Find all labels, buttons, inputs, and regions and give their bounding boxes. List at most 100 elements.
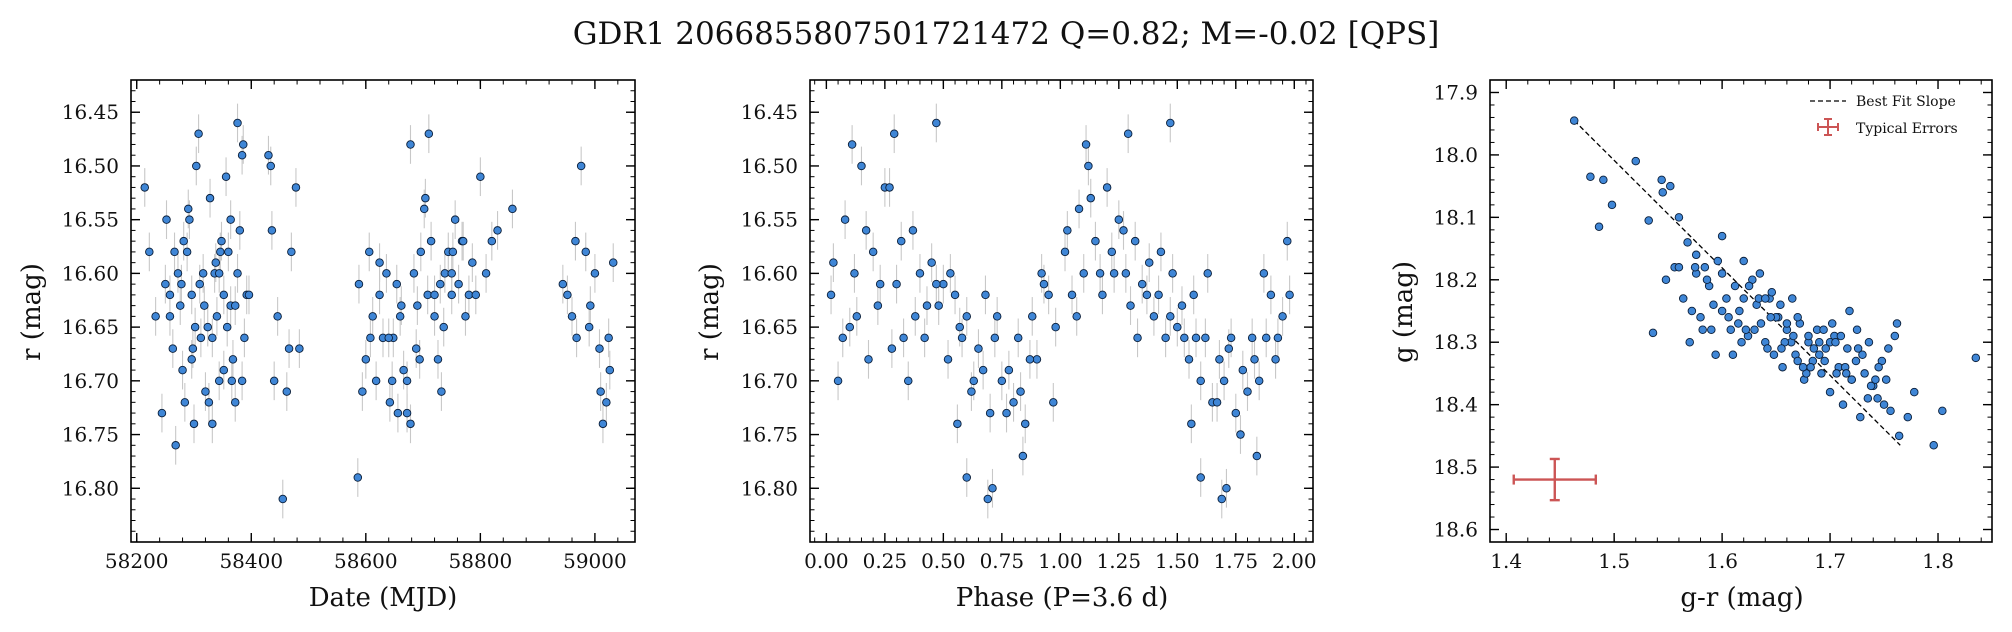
data-point [269,376,279,386]
data-point [1196,376,1205,386]
data-point [967,387,976,396]
y-tick-label: 18.3 [1433,330,1478,354]
data-point [1674,263,1684,272]
data-point [1226,333,1236,343]
x-tick-label: 1.75 [1214,549,1259,573]
data-point [361,355,371,364]
data-point [397,301,406,310]
data-point [950,290,960,300]
data-point [943,355,953,364]
data-point [421,193,430,203]
data-point [1874,362,1883,372]
data-point [430,312,439,321]
data-point [1798,362,1808,372]
data-point [1863,394,1873,403]
x-tick-label: 58800 [449,549,513,573]
data-point [1815,337,1824,347]
data-point [358,387,367,396]
data-point [829,258,838,267]
data-point [1018,451,1028,461]
data-point [387,376,397,386]
data-point [168,344,178,353]
data-point [385,398,395,407]
data-point [1755,269,1765,278]
data-point [1763,344,1772,353]
data-point [244,290,254,300]
data-point [1004,365,1014,375]
ticks: 58200 58400 58600 58800 59000 16.45 16.50 16.55… [62,80,635,573]
data-point [1271,355,1280,364]
data-point [1929,440,1938,450]
data-point [406,419,415,429]
data-point [1283,236,1292,246]
y-tick-label: 16.45 [741,100,798,124]
data-point [1847,375,1856,384]
data-point [219,365,229,375]
data-point [161,279,170,289]
y-tick-label: 16.75 [741,423,798,447]
data-point [1142,290,1152,300]
data-point [826,290,836,300]
data-point [1685,337,1694,347]
data-point [1074,204,1084,214]
data-point [1789,331,1798,341]
data-point [1051,322,1060,332]
data-point [932,279,941,289]
data-point [468,258,477,267]
data-point [1119,226,1128,235]
data-point [1698,325,1707,334]
data-point [424,129,434,138]
data-point [140,183,149,192]
data-point [1084,161,1093,171]
data-point [291,183,301,192]
data-point [922,301,932,310]
data-point [1063,226,1072,235]
data-point [1842,369,1851,378]
panel-phase: Phase (P=3.6 d) r (mag) 0.00 0.25 0.50 0.75… [695,79,1317,613]
data-point [1219,376,1229,386]
data-point [1820,356,1829,366]
data-point [1884,344,1893,353]
data-point [205,193,215,203]
data-point [1095,269,1105,278]
data-point [1247,333,1257,343]
data-point [1687,306,1697,316]
data-point [1804,331,1813,341]
data-point [1044,290,1053,300]
y-tick-label: 16.70 [741,369,798,393]
error-bars [830,103,1291,519]
data-point [190,322,200,332]
data-point [354,279,364,289]
data-point [1060,247,1070,257]
data-point [1690,263,1700,272]
y-axis-label-date: r (mag) [17,263,47,361]
data-point [598,419,608,429]
data-point [1707,325,1716,334]
data-point [461,312,470,321]
data-point [1161,333,1170,343]
data-point [1741,325,1751,334]
data-point [1866,381,1876,391]
data-point [1250,355,1259,364]
data-point [1657,175,1666,185]
data-point [264,150,273,160]
data-point [1156,247,1166,257]
data-point [1259,269,1269,278]
data-point [1881,375,1891,384]
data-point [946,269,955,278]
data-point [1726,325,1735,334]
data-point [1266,290,1276,300]
data-point [267,226,277,235]
data-point [920,333,929,343]
data-point [595,344,604,353]
y-tick-label: 18.0 [1433,143,1478,167]
data-point [915,269,925,278]
data-point [493,226,502,235]
data-point [208,419,217,429]
data-point [1201,333,1210,343]
data-point [171,441,180,450]
data-point [1702,275,1712,285]
data-point [1717,306,1727,316]
data-point [284,344,294,353]
data-point [1722,294,1731,303]
